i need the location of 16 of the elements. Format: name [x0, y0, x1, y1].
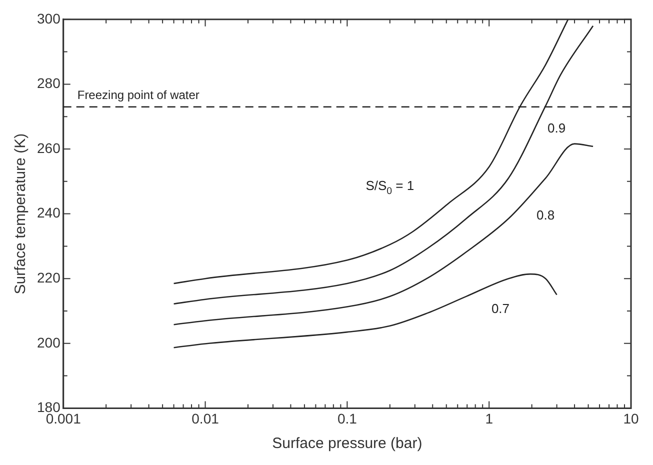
y-tick-label: 260	[37, 140, 61, 156]
y-tick-label: 220	[37, 269, 61, 286]
x-axis-title: Surface pressure (bar)	[272, 435, 422, 452]
series-label: 0.8	[536, 208, 555, 223]
y-tick-label: 280	[37, 75, 61, 92]
y-tick-label: 240	[37, 204, 61, 221]
x-tick-label: 0.1	[337, 410, 358, 426]
x-tick-label: 1	[485, 410, 494, 426]
x-tick-label: 0.01	[192, 410, 220, 426]
y-tick-label: 300	[37, 10, 61, 26]
y-tick-label: 200	[37, 334, 61, 350]
series-label: 0.9	[548, 120, 566, 136]
series-label: 0.7	[491, 301, 510, 316]
y-axis-title: Surface temperature (K)	[12, 133, 30, 294]
ref-line-label: Freezing point of water	[77, 88, 200, 102]
x-tick-label: 10	[623, 410, 639, 426]
